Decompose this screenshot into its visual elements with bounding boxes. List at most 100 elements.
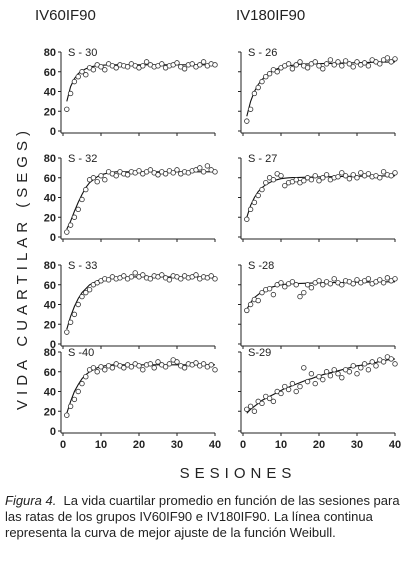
data-point [143, 59, 150, 65]
data-point [212, 367, 218, 373]
data-point [335, 174, 341, 180]
data-point [113, 173, 119, 179]
data-point [155, 359, 161, 365]
data-point [124, 64, 131, 70]
panel-title: S-29 [248, 347, 271, 359]
y-tick-label: 20 [44, 106, 56, 118]
data-point [244, 216, 250, 222]
data-point [384, 275, 391, 281]
data-point [159, 272, 165, 278]
data-point [67, 222, 74, 228]
data-point [128, 274, 135, 280]
data-point [83, 72, 89, 78]
panel-title: S - 33 [68, 260, 97, 272]
y-tick-label: 80 [44, 260, 56, 272]
data-point [86, 286, 93, 293]
panel-title: S -28 [248, 260, 274, 272]
data-point [270, 291, 277, 298]
data-point [289, 279, 296, 285]
data-point [83, 289, 89, 296]
data-point [304, 282, 311, 288]
data-point [365, 367, 372, 373]
data-point [392, 170, 398, 176]
figure: IV60IF90 IV180IF90 VIDA CUARTILAR (SEGS)… [14, 7, 401, 482]
data-point [346, 61, 353, 67]
data-point [289, 380, 296, 387]
data-point [346, 369, 353, 375]
x-tick-label: 20 [133, 439, 145, 451]
data-point [297, 293, 303, 300]
data-point [197, 165, 203, 171]
data-point [358, 365, 364, 371]
data-point [316, 178, 322, 184]
data-point [289, 66, 296, 72]
y-tick-label: 60 [44, 173, 56, 185]
data-point [293, 62, 299, 68]
data-point [301, 289, 307, 296]
data-point [136, 363, 142, 369]
data-point [312, 59, 318, 65]
data-point [278, 280, 284, 286]
data-point [392, 56, 398, 62]
data-point [140, 272, 146, 278]
data-point [278, 390, 284, 397]
y-tick-label: 20 [44, 406, 56, 418]
data-point [159, 61, 165, 67]
data-point [162, 171, 169, 177]
data-point [361, 361, 368, 367]
data-point [197, 62, 203, 68]
panel-title: S - 30 [68, 47, 97, 59]
data-point [270, 177, 277, 183]
data-point [71, 78, 78, 85]
data-point [342, 173, 349, 179]
data-point [170, 170, 176, 176]
data-point [124, 172, 131, 178]
data-point [259, 78, 265, 85]
data-point [79, 69, 85, 75]
data-point [147, 361, 154, 367]
data-point [377, 175, 383, 181]
data-point [263, 179, 269, 186]
data-point [75, 388, 81, 395]
y-tick-label: 40 [44, 300, 56, 312]
y-tick-label: 20 [44, 319, 56, 331]
data-point [369, 359, 375, 365]
data-point [212, 62, 218, 68]
data-point [308, 177, 315, 183]
data-point [346, 176, 353, 182]
data-point [354, 371, 360, 377]
data-point [83, 186, 89, 193]
data-point [79, 380, 85, 387]
data-point [388, 59, 394, 65]
y-tick-label: 40 [44, 193, 56, 205]
data-point [301, 178, 307, 184]
column-title: IV60IF90 [35, 7, 96, 24]
data-point [380, 359, 387, 365]
data-point [282, 284, 288, 290]
data-point [316, 278, 322, 284]
data-point [293, 177, 299, 183]
y-tick-label: 20 [44, 212, 56, 224]
data-point [308, 285, 315, 291]
y-tick-label: 80 [44, 47, 56, 59]
data-point [278, 173, 284, 179]
caption: Figura 4. La vida cuartilar promedio en … [5, 493, 415, 541]
data-point [98, 364, 104, 370]
fit-curve [246, 358, 396, 414]
data-point [361, 60, 368, 66]
data-point [64, 229, 70, 235]
data-point [94, 178, 100, 185]
data-point [354, 175, 360, 181]
caption-text: La vida cuartilar promedio en función de… [5, 493, 400, 540]
data-point [392, 276, 398, 282]
data-point [316, 63, 322, 69]
data-point [244, 406, 250, 412]
data-point [251, 90, 258, 97]
y-tick-label: 80 [44, 153, 56, 165]
panel-title: S - 26 [248, 47, 277, 59]
data-point [189, 61, 195, 67]
data-point [174, 359, 180, 365]
data-point [251, 408, 258, 414]
y-tick-label: 40 [44, 387, 56, 399]
